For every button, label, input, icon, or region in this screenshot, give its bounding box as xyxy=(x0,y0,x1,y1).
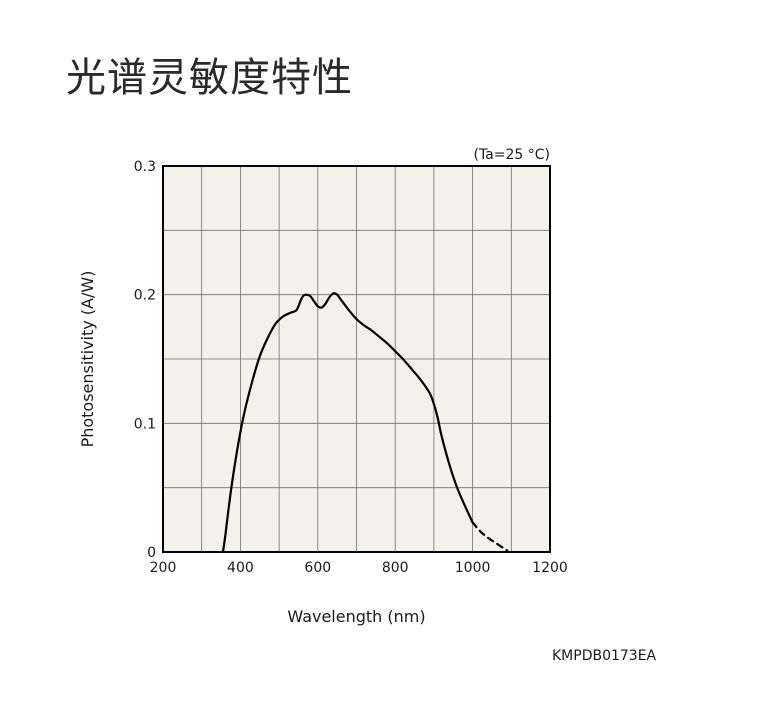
series-group xyxy=(221,292,509,554)
y-tick-label: 0.2 xyxy=(134,288,156,304)
x-tick-labels: 200 400 600 800 1000 1200 xyxy=(150,560,568,576)
x-tick-label: 1200 xyxy=(532,560,568,576)
y-tick-label: 0.3 xyxy=(134,159,156,175)
x-tick-label: 800 xyxy=(382,560,409,576)
x-tick-label: 600 xyxy=(304,560,331,576)
y-tick-label: 0.1 xyxy=(134,416,156,432)
x-axis-label: Wavelength (nm) xyxy=(287,607,425,626)
figure-code: KMPDB0173EA xyxy=(552,648,657,664)
plot-frame xyxy=(162,165,551,553)
grid xyxy=(163,166,550,552)
series-line-photosensitivity xyxy=(221,292,474,554)
x-tick-label: 200 xyxy=(150,560,177,576)
x-tick-label: 400 xyxy=(227,560,254,576)
page-title: 光谱灵敏度特性 xyxy=(66,55,353,101)
series-line-extrapolated xyxy=(471,521,509,552)
condition-label: (Ta=25 °C) xyxy=(473,147,550,163)
x-tick-label: 1000 xyxy=(455,560,491,576)
y-axis-label: Photosensitivity (A/W) xyxy=(78,271,97,448)
y-tick-label: 0 xyxy=(147,545,156,561)
y-tick-labels: 0 0.1 0.2 0.3 xyxy=(134,159,156,561)
